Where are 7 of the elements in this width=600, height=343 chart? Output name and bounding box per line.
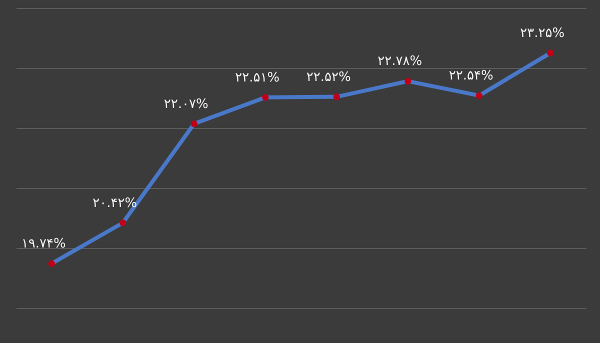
data-label: ۲۲.۵۱%: [235, 70, 280, 86]
data-label: ۲۲.۰۷%: [164, 96, 208, 112]
data-label: ۲۳.۲۵%: [520, 26, 565, 41]
data-label: ۲۲.۷۸%: [378, 54, 422, 70]
data-label: ۲۲.۵۴%: [448, 68, 494, 84]
data-label: ۱۹.۷۴%: [21, 236, 66, 252]
data-label: ۲۲.۵۲%: [306, 70, 351, 85]
